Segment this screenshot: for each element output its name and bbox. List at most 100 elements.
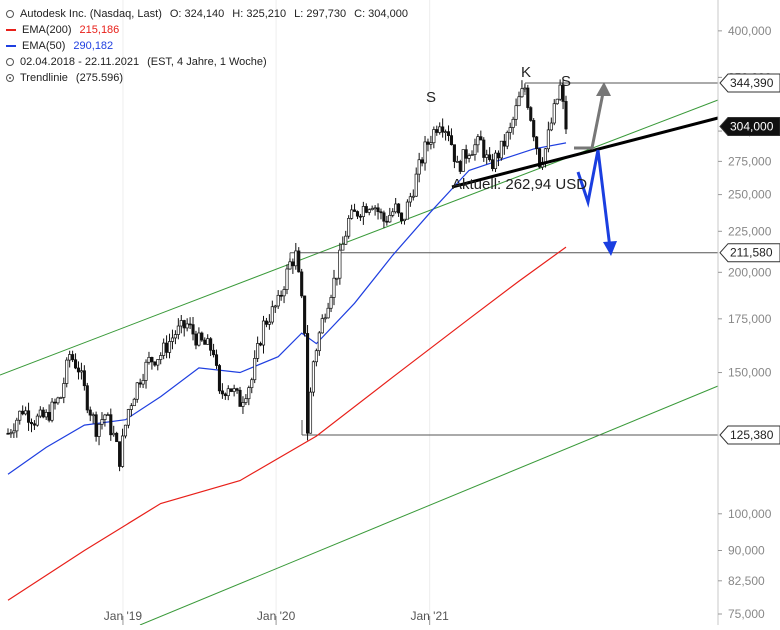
candle-86 <box>259 341 263 347</box>
candle-body-76 <box>229 388 233 392</box>
candle-104 <box>311 360 315 397</box>
candle-body-168 <box>499 140 503 159</box>
candle-body-45 <box>138 382 142 385</box>
candle-13 <box>44 409 48 420</box>
candle-body-150 <box>446 131 451 136</box>
channel-lower-line <box>139 385 719 626</box>
candle-body-133 <box>397 203 401 214</box>
candle-body-7 <box>27 410 31 423</box>
candle-body-83 <box>250 379 254 389</box>
candle-110 <box>329 294 333 313</box>
candle-body-164 <box>488 154 492 161</box>
legend-ema200: EMA(200) 215,186 <box>6 22 408 38</box>
candle-14 <box>47 404 51 423</box>
candle-body-188 <box>558 84 562 100</box>
candle-body-50 <box>153 361 157 366</box>
candle-body-43 <box>132 398 136 407</box>
candle-108 <box>323 313 327 323</box>
candle-154 <box>458 159 462 175</box>
ema50-swatch-icon <box>6 45 16 47</box>
candle-body-26 <box>82 370 86 387</box>
candlesticks <box>6 78 568 472</box>
candle-body-160 <box>476 136 480 146</box>
candle-body-48 <box>147 357 151 363</box>
candle-47 <box>144 359 148 389</box>
candle-79 <box>238 386 242 407</box>
candle-body-130 <box>388 215 392 223</box>
candle-67 <box>203 337 207 345</box>
up-arrow-head-icon <box>596 82 611 96</box>
candle-87 <box>261 315 266 354</box>
candle-9 <box>32 420 36 431</box>
candle-body-134 <box>399 212 404 222</box>
candle-32 <box>100 412 104 430</box>
candle-body-105 <box>314 350 318 363</box>
candle-body-155 <box>461 149 465 172</box>
candle-175 <box>520 80 524 98</box>
candle-179 <box>532 118 536 142</box>
ema200-path <box>7 246 567 601</box>
candle-body-140 <box>417 159 421 175</box>
y-tick-label-11: 82,500 <box>728 574 765 588</box>
candle-140 <box>417 152 421 183</box>
candle-body-59 <box>179 320 183 327</box>
candle-113 <box>338 242 342 285</box>
candle-38 <box>118 441 122 472</box>
candle-body-61 <box>185 323 189 329</box>
trendline-value: (275.596) <box>75 72 123 84</box>
candle-body-91 <box>273 305 277 308</box>
candle-15 <box>50 398 54 423</box>
candle-body-58 <box>176 325 180 335</box>
candle-53 <box>162 338 166 360</box>
candle-120 <box>358 213 362 221</box>
candle-body-137 <box>408 196 412 203</box>
candle-187 <box>555 98 559 105</box>
candle-121 <box>361 201 365 225</box>
candle-27 <box>85 382 89 414</box>
candle-body-90 <box>270 306 274 323</box>
y-tick-label-3: 275,000 <box>728 154 772 168</box>
candle-body-28 <box>88 409 92 416</box>
candle-166 <box>493 150 498 173</box>
candle-80 <box>241 396 245 414</box>
candle-1 <box>9 428 13 438</box>
candle-body-118 <box>352 209 357 212</box>
ohlc-close: C: 304,000 <box>354 8 408 20</box>
x-tick-label-1: Jan '20 <box>257 609 296 623</box>
candle-127 <box>379 208 383 220</box>
candle-172 <box>511 116 515 135</box>
ema50-name: EMA(50) <box>22 40 66 52</box>
candle-43 <box>132 397 136 407</box>
candle-body-107 <box>320 318 324 334</box>
horizontal-levels <box>289 82 718 436</box>
candle-170 <box>505 130 509 150</box>
candle-99 <box>297 247 301 273</box>
candle-body-1 <box>9 432 13 435</box>
candle-body-79 <box>238 389 242 407</box>
candle-body-99 <box>297 250 301 273</box>
candle-95 <box>285 264 289 295</box>
candle-body-115 <box>344 235 348 245</box>
candle-60 <box>182 319 186 337</box>
candle-body-49 <box>150 357 154 363</box>
candle-39 <box>120 428 125 468</box>
candle-body-161 <box>479 136 483 141</box>
candle-81 <box>244 394 248 405</box>
candle-body-136 <box>405 201 409 220</box>
candle-52 <box>159 352 163 365</box>
candle-130 <box>388 207 392 223</box>
candle-125 <box>373 205 377 216</box>
candle-body-152 <box>452 144 456 162</box>
candle-body-5 <box>21 410 25 415</box>
candle-138 <box>411 189 415 201</box>
candle-body-21 <box>68 354 72 361</box>
candle-76 <box>229 388 233 393</box>
candle-100 <box>300 268 304 299</box>
candle-body-37 <box>115 432 119 443</box>
candle-105 <box>314 348 318 367</box>
candle-body-146 <box>435 129 439 133</box>
ohlc-high: H: 325,210 <box>232 8 287 20</box>
candle-body-94 <box>282 289 286 297</box>
candle-body-169 <box>502 140 506 147</box>
candle-body-165 <box>491 159 495 170</box>
